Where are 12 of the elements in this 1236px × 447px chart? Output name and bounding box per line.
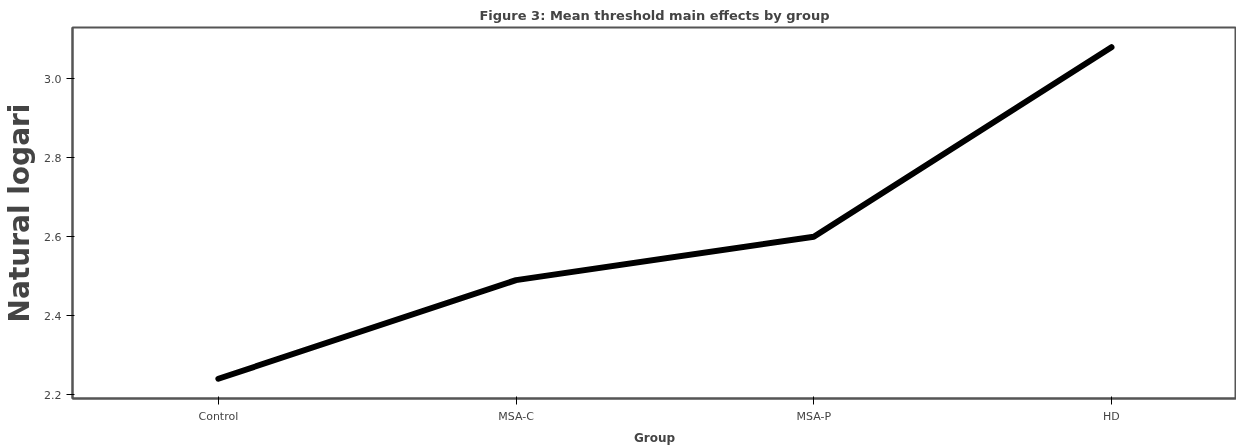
x-tick-label: HD [1103, 409, 1120, 423]
chart-title: Figure 3: Mean threshold main effects by group [479, 7, 830, 23]
x-tick-label: Control [198, 409, 239, 423]
y-tick-label: 2.2 [44, 388, 62, 402]
x-tick-label: MSA-C [498, 409, 535, 423]
y-tick-label: 2.8 [44, 151, 62, 165]
y-tick-label: 2.6 [44, 230, 62, 244]
y-tick-label: 3.0 [44, 72, 62, 86]
y-tick-label: 2.4 [44, 309, 62, 323]
x-axis-title: Group [633, 430, 676, 445]
y-axis-title: Natural logari [3, 103, 37, 323]
x-tick-label: MSA-P [796, 409, 832, 423]
